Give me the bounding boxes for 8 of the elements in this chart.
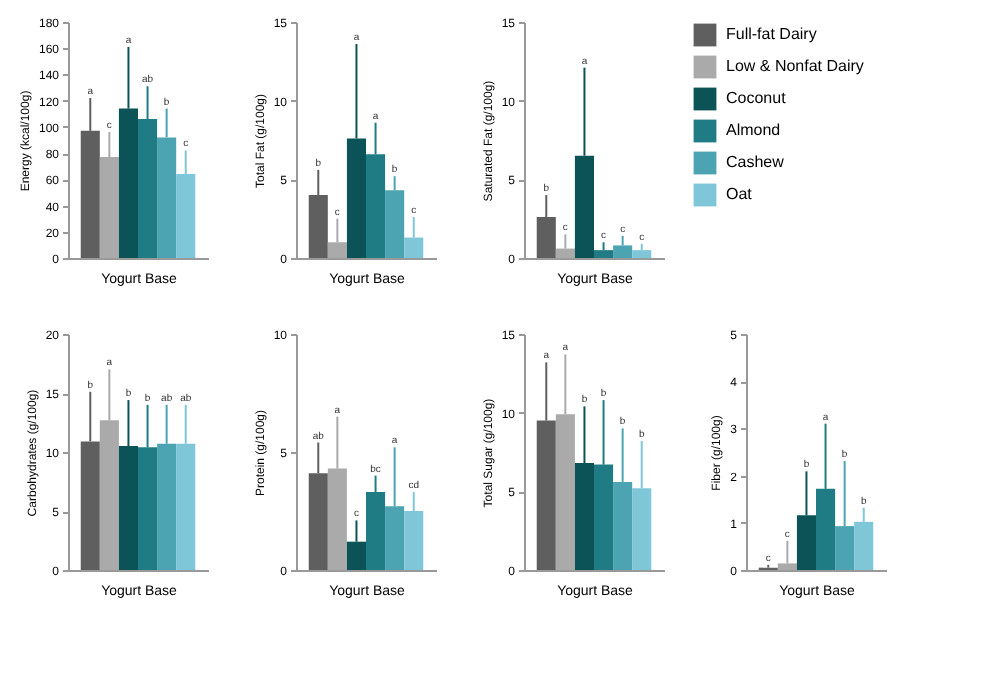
legend-label: Almond [726,121,781,139]
bar [632,250,652,258]
legend-label: Coconut [726,89,788,107]
legend-label: Cashew [726,153,785,171]
legend-label: Oat [726,185,754,203]
bar [594,250,614,258]
legend-label: Full-fat Dairy [726,25,817,43]
legend-label: Low & Nonfat Dairy [726,57,864,75]
